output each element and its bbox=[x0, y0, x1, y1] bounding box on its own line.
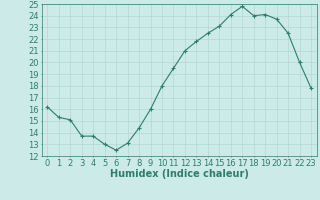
X-axis label: Humidex (Indice chaleur): Humidex (Indice chaleur) bbox=[110, 169, 249, 179]
